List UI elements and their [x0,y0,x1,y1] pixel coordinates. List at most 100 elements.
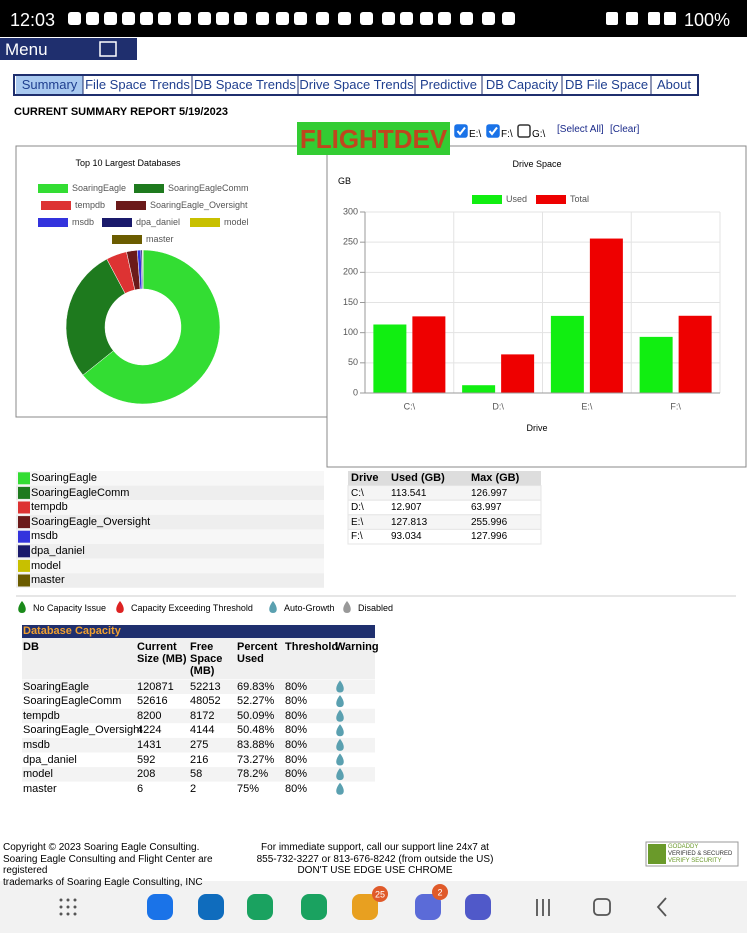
security-badge-text: VERIFIED & SECURED [668,851,733,857]
status-icon [460,12,473,25]
nav-back[interactable] [656,897,667,917]
drive-table-cell: F:\ [351,531,363,543]
nav-home[interactable] [593,898,611,916]
app-icon[interactable] [465,894,491,920]
tab[interactable]: File Space Trends [85,77,190,92]
db-list-swatch [18,574,30,587]
footer-left: Copyright © 2023 Soaring Eagle Consultin… [3,842,200,853]
db-list-row [16,529,324,544]
db-capacity-cell: 80% [285,709,308,722]
db-capacity-header: Percent Used [237,641,278,665]
warning-icon [336,738,344,751]
drive-table-cell: C:\ [351,487,364,499]
db-capacity-cell: model [23,768,53,781]
db-capacity-cell: 6 [137,782,144,795]
legend-label: tempdb [75,200,106,210]
server-name: FLIGHTDEV [299,124,448,154]
status-icon [502,12,515,25]
clear[interactable]: [Clear] [610,124,640,135]
db-list-row [16,514,324,530]
select-all[interactable]: [Select All] [557,124,604,135]
status-icon [256,12,269,25]
status-icon [276,12,289,25]
drive-table-cell: 126.997 [471,487,508,499]
db-capacity-cell: 52213 [190,680,221,693]
drive-checkbox[interactable] [486,124,500,138]
status-icon [626,12,638,25]
db-capacity-cell: SoaringEagle_Oversight [23,724,143,737]
report-title: CURRENT SUMMARY REPORT 5/19/2023 [14,106,228,118]
drive-table-cell: E:\ [351,516,364,528]
db-list-row [16,558,324,574]
warning-icon [336,782,344,795]
tab[interactable]: DB Capacity [485,77,559,92]
security-badge-icon [648,844,666,864]
legend-drop [343,601,351,613]
status-icon [158,12,171,25]
legend-label: SoaringEagleComm [168,183,249,193]
legend-drop [18,601,26,613]
app-icon[interactable] [415,894,441,920]
app-icon[interactable] [247,894,273,920]
y-tick-label: 100 [343,327,358,337]
tab[interactable]: DB Space Trends [194,77,296,92]
legend-swatch [190,218,220,227]
legend-swatch [38,218,68,227]
nav-dot [73,912,77,916]
warning-icon [336,680,344,693]
db-list-name: SoaringEagle_Oversight [31,515,151,528]
menu-icon[interactable] [99,41,117,57]
db-capacity-cell: 216 [190,753,209,766]
db-capacity-cell: SoaringEagle [23,680,90,693]
nav-dot [59,912,63,916]
app-icon[interactable] [147,894,173,920]
footer-center: For immediate support, call our support … [261,842,489,853]
legend-swatch [102,218,132,227]
nav-dot [73,898,77,902]
db-list-name: master [31,574,65,587]
drive-checkbox-label: E:\ [469,129,482,140]
legend-swatch [134,184,164,193]
legend-drop [116,601,124,613]
db-list-swatch [18,516,30,529]
footer-left: registered [3,865,48,876]
bar [412,316,446,393]
app-icon[interactable] [301,894,327,920]
db-capacity-row [22,737,375,753]
legend-label: model [224,217,249,227]
status-icon [178,12,191,25]
app-icon[interactable] [352,894,378,920]
db-capacity-cell: 50.48% [237,724,275,737]
tab[interactable]: Predictive [419,77,478,92]
db-capacity-cell: 80% [285,753,308,766]
tab[interactable]: Summary [21,77,78,92]
drive-table-header: Drive [351,472,379,484]
app-badge-count: 2 [437,887,442,897]
bar-panel [326,145,747,468]
drive-table-header-bg [348,471,541,486]
tab[interactable]: About [657,77,691,92]
tab[interactable]: DB File Space [564,77,649,92]
db-capacity-header: DB [23,641,39,653]
db-capacity-header-bg [22,638,375,679]
drive-checkbox[interactable] [517,124,531,138]
db-capacity-cell: 58 [190,768,203,781]
drive-table-cell: 12.907 [391,502,422,514]
db-capacity-cell: 80% [285,680,308,693]
db-capacity-row [22,752,375,768]
tab[interactable]: Drive Space Trends [299,77,414,92]
db-capacity-cell: 1431 [137,738,162,751]
nav-recent[interactable] [536,899,550,916]
app-badge [432,884,448,900]
server-badge [297,122,450,155]
legend-label: Total [570,194,590,204]
menu-label[interactable]: Menu [5,40,48,59]
x-tick-label: F:\ [670,401,681,411]
status-icon [606,12,618,25]
bar-title: Drive Space [512,159,562,169]
app-icon[interactable] [198,894,224,920]
drive-checkbox[interactable] [454,124,468,138]
db-list-name: dpa_daniel [31,545,85,557]
drive-table-cell: 113.541 [391,487,427,499]
